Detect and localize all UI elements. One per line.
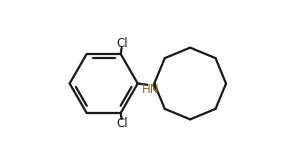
- Text: HN: HN: [142, 83, 159, 96]
- Text: Cl: Cl: [117, 117, 128, 130]
- Text: Cl: Cl: [117, 37, 128, 50]
